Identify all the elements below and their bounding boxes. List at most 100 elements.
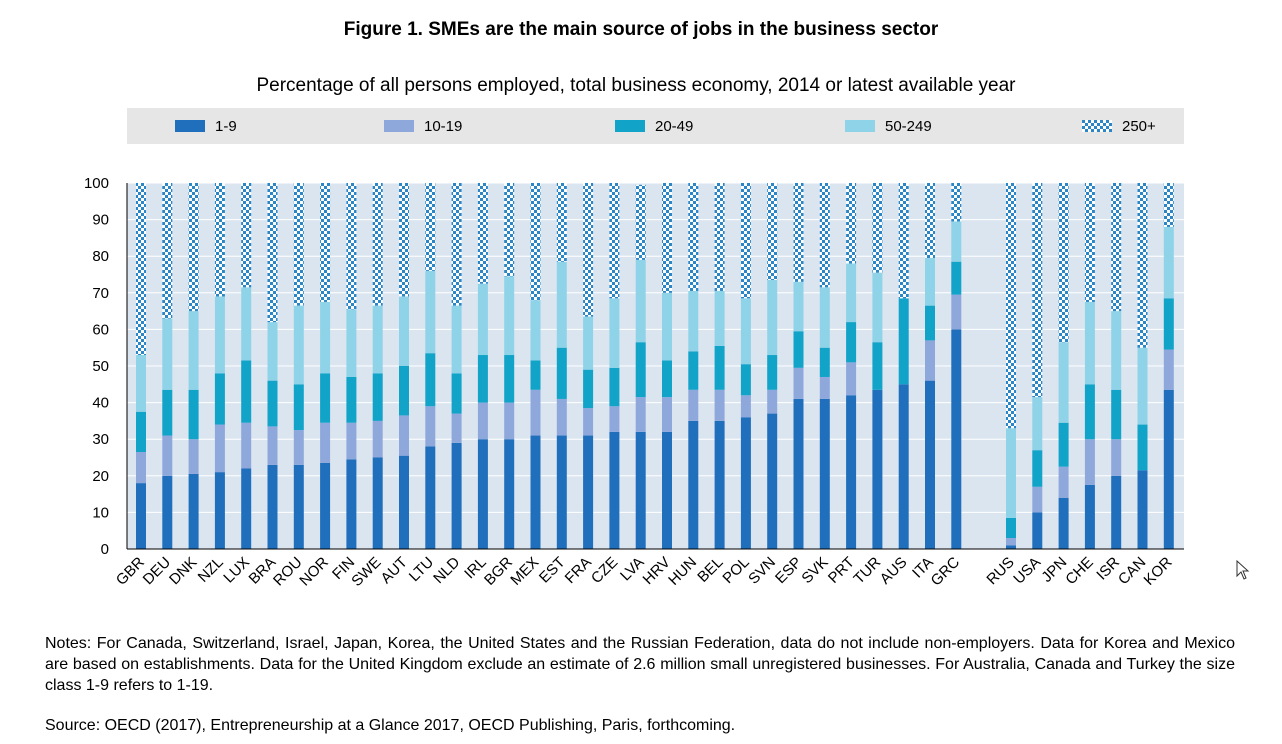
y-tick-label: 30	[92, 431, 109, 448]
y-tick-label: 70	[92, 285, 109, 302]
bar-segment-20-49	[583, 369, 594, 409]
bar-segment-50-249	[1111, 311, 1122, 390]
bar-segment-20-49	[136, 411, 146, 453]
x-tick-label: CHE	[1062, 554, 1096, 588]
bar-segment-1-9	[1032, 512, 1043, 549]
bar-segment-1-9	[267, 464, 278, 549]
bar-segment-1-9	[1137, 470, 1148, 549]
bar-segment-50-249	[951, 221, 962, 262]
bar-segment-1-9	[1084, 484, 1095, 549]
y-tick-label: 40	[92, 395, 109, 412]
bar-segment-1-9	[898, 384, 909, 549]
legend-label-1-9: 1-9	[215, 117, 237, 135]
bar-segment-50-249	[1006, 428, 1016, 518]
mouse-cursor-icon	[1236, 560, 1250, 580]
legend-label-20-49: 20-49	[655, 117, 694, 135]
bar-segment-50-249	[925, 258, 935, 306]
bar-segment-20-49	[399, 366, 409, 416]
bar-segment-1-9	[767, 413, 778, 549]
bar-segment-50-249	[714, 290, 725, 346]
bar-segment-250-plus	[1111, 183, 1122, 312]
y-tick-label: 80	[92, 248, 109, 265]
bar-segment-20-49	[425, 353, 436, 407]
bar-segment-50-249	[1137, 347, 1148, 425]
bar-segment-10-19	[1032, 486, 1043, 513]
x-tick-label: USA	[1010, 554, 1044, 588]
x-tick-label: POL	[719, 554, 752, 587]
legend-item-250-plus: 250+	[1082, 116, 1156, 136]
figure-source: Source: OECD (2017), Entrepreneurship at…	[45, 717, 736, 734]
bar-segment-50-249	[846, 263, 857, 323]
x-tick-label: NZL	[195, 554, 227, 586]
legend-item-20-49: 20-49	[615, 116, 693, 136]
bar-chart: 0102030405060708090100GBRDEUDNKNZLLUXBRA…	[84, 175, 1184, 590]
bar-segment-10-19	[714, 389, 725, 421]
bar-segment-1-9	[162, 475, 173, 549]
bar-segment-50-249	[162, 318, 173, 390]
bar-segment-250-plus	[162, 183, 173, 319]
x-tick-label: RUS	[983, 554, 1017, 588]
x-tick-label: PRT	[825, 554, 858, 587]
bar-segment-20-49	[241, 360, 252, 423]
bar-segment-50-249	[662, 292, 672, 361]
bar-segment-50-249	[425, 270, 436, 354]
bar-segment-50-249	[214, 296, 225, 374]
bar-segment-50-249	[556, 261, 567, 348]
legend-swatch-1-9	[175, 120, 205, 132]
x-tick-label: SVN	[745, 554, 779, 588]
bar-segment-10-19	[136, 452, 146, 484]
bar-segment-10-19	[530, 389, 541, 436]
x-tick-label: SWE	[348, 554, 384, 590]
bar-segment-20-49	[162, 389, 173, 436]
bar-segment-10-19	[477, 402, 488, 440]
bar-segment-1-9	[583, 435, 594, 549]
bar-segment-50-249	[293, 305, 304, 385]
x-tick-label: HRV	[640, 554, 674, 588]
bar-segment-1-9	[1111, 475, 1122, 549]
y-tick-label: 100	[84, 175, 109, 192]
bar-segment-50-249	[767, 279, 778, 356]
bar-segment-1-9	[688, 420, 699, 549]
bar-segment-50-249	[136, 355, 146, 412]
bar-segment-10-19	[819, 376, 830, 399]
bar-segment-10-19	[793, 367, 804, 399]
y-tick-label: 90	[92, 212, 109, 229]
bar-segment-250-plus	[320, 183, 331, 302]
bar-segment-10-19	[399, 415, 409, 456]
bar-segment-20-49	[267, 380, 278, 427]
bar-segment-50-249	[399, 296, 409, 366]
bar-segment-250-plus	[451, 183, 462, 306]
bar-segment-50-249	[372, 305, 383, 374]
bar-segment-1-9	[819, 398, 830, 549]
bar-segment-50-249	[320, 301, 331, 374]
bar-segment-250-plus	[214, 183, 225, 297]
x-tick-label: JPN	[1038, 554, 1070, 586]
bar-segment-10-19	[1006, 538, 1016, 546]
bar-segment-250-plus	[504, 183, 515, 277]
bar-segment-50-249	[793, 281, 804, 332]
x-tick-label: NLD	[430, 554, 463, 587]
bar-segment-10-19	[451, 413, 462, 443]
legend-label-50-249: 50-249	[885, 117, 932, 135]
x-tick-label: FRA	[562, 554, 595, 587]
legend-swatch-250-plus	[1082, 120, 1112, 132]
bar-segment-1-9	[241, 468, 252, 549]
x-tick-label: AUT	[378, 554, 411, 587]
bar-segment-1-9	[346, 459, 357, 549]
bar-segment-10-19	[1111, 439, 1122, 476]
bar-segment-10-19	[293, 430, 304, 465]
bar-segment-250-plus	[951, 183, 962, 222]
bar-segment-10-19	[556, 398, 567, 436]
bar-segment-1-9	[188, 473, 199, 549]
bar-segment-250-plus	[1032, 183, 1043, 398]
bar-segment-50-249	[1032, 397, 1043, 451]
bar-segment-20-49	[898, 298, 909, 385]
bar-segment-10-19	[162, 435, 173, 476]
bar-segment-250-plus	[346, 183, 357, 310]
x-tick-label: LUX	[220, 554, 253, 587]
bar-segment-20-49	[793, 331, 804, 368]
bar-segment-250-plus	[399, 183, 409, 297]
bar-segment-10-19	[320, 422, 331, 463]
bar-segment-50-249	[740, 298, 751, 365]
bar-segment-50-249	[609, 298, 620, 368]
